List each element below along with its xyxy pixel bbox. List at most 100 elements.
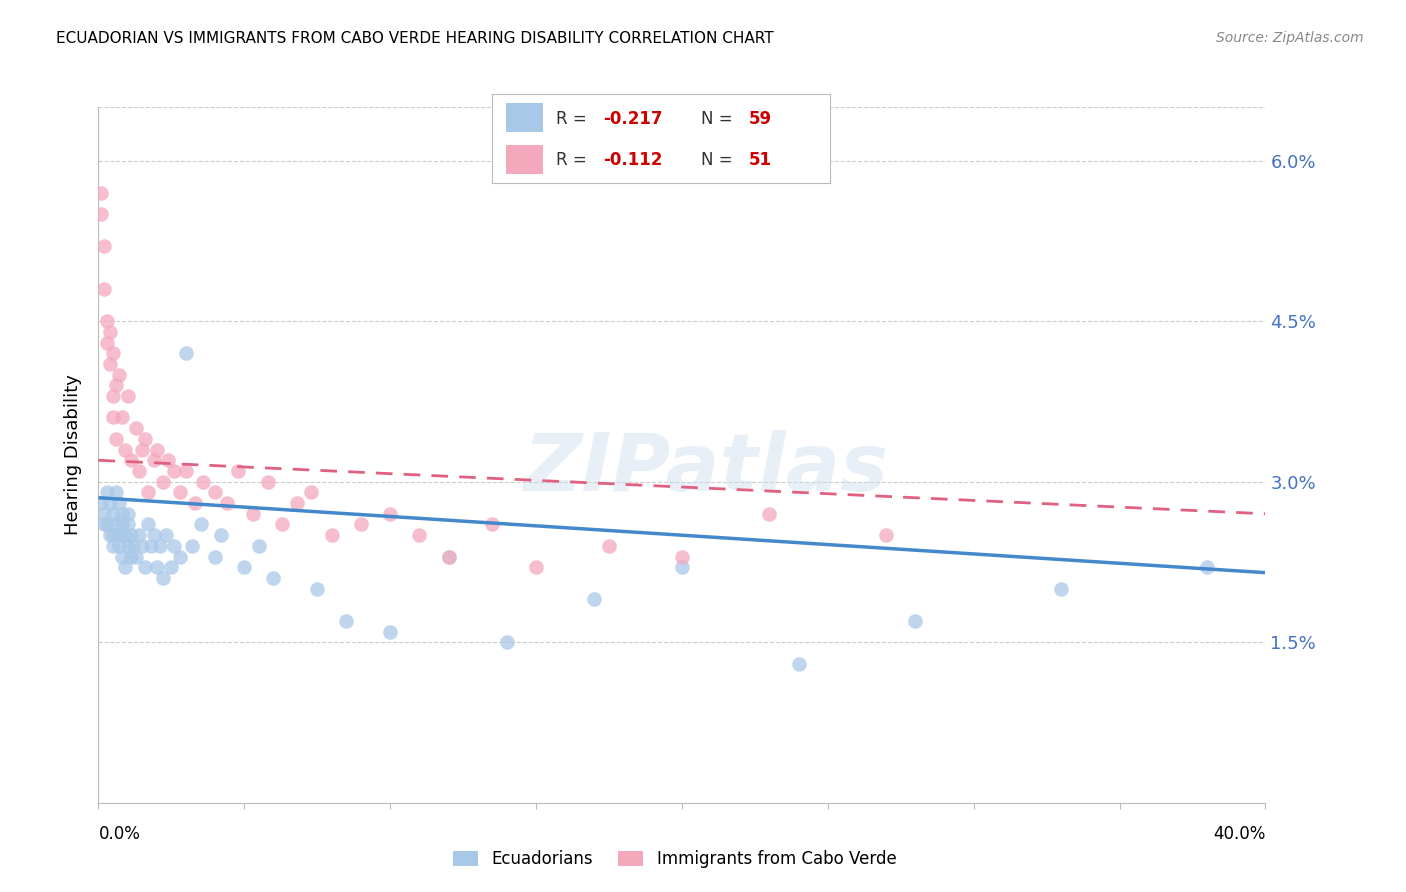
Point bbox=[285, 496, 308, 510]
Point bbox=[104, 432, 127, 446]
Point bbox=[183, 496, 205, 510]
Point bbox=[215, 496, 238, 510]
Point bbox=[146, 560, 169, 574]
Point bbox=[108, 539, 131, 553]
Point bbox=[136, 485, 159, 500]
Point bbox=[128, 528, 150, 542]
Point bbox=[111, 517, 134, 532]
Point bbox=[120, 549, 142, 564]
Point bbox=[1195, 560, 1218, 574]
Point bbox=[96, 335, 118, 350]
Point bbox=[90, 186, 112, 200]
Point bbox=[134, 432, 156, 446]
Point bbox=[101, 539, 124, 553]
Point bbox=[875, 528, 897, 542]
Point bbox=[108, 368, 131, 382]
Point bbox=[174, 346, 197, 360]
Point bbox=[190, 517, 212, 532]
Point bbox=[1050, 582, 1073, 596]
Text: R =: R = bbox=[557, 110, 592, 128]
Point bbox=[101, 346, 124, 360]
Text: -0.217: -0.217 bbox=[603, 110, 664, 128]
Point bbox=[180, 539, 202, 553]
Point bbox=[495, 635, 517, 649]
Point bbox=[481, 517, 503, 532]
Point bbox=[101, 507, 124, 521]
Point bbox=[671, 549, 693, 564]
Point bbox=[335, 614, 357, 628]
Point bbox=[157, 453, 180, 467]
Point bbox=[93, 507, 115, 521]
Point bbox=[262, 571, 284, 585]
Point bbox=[93, 239, 115, 253]
Point bbox=[96, 314, 118, 328]
Point bbox=[307, 582, 329, 596]
Point bbox=[598, 539, 620, 553]
Point bbox=[122, 539, 145, 553]
Text: -0.112: -0.112 bbox=[603, 151, 662, 169]
Point bbox=[152, 571, 174, 585]
Point bbox=[136, 517, 159, 532]
Text: N =: N = bbox=[702, 110, 738, 128]
Point bbox=[152, 475, 174, 489]
Point bbox=[163, 539, 186, 553]
Point bbox=[108, 496, 131, 510]
Y-axis label: Hearing Disability: Hearing Disability bbox=[65, 375, 83, 535]
Point bbox=[256, 475, 278, 489]
Point bbox=[247, 539, 270, 553]
Point bbox=[101, 528, 124, 542]
Point bbox=[378, 507, 402, 521]
Point bbox=[583, 592, 606, 607]
Text: N =: N = bbox=[702, 151, 738, 169]
Point bbox=[120, 453, 142, 467]
Point bbox=[93, 517, 115, 532]
Point bbox=[169, 549, 191, 564]
Text: R =: R = bbox=[557, 151, 592, 169]
Point bbox=[111, 410, 134, 425]
Point bbox=[90, 207, 112, 221]
Point bbox=[193, 475, 215, 489]
Point bbox=[117, 507, 139, 521]
Point bbox=[93, 282, 115, 296]
Text: 0.0%: 0.0% bbox=[98, 825, 141, 843]
Point bbox=[904, 614, 927, 628]
Point bbox=[321, 528, 343, 542]
Point bbox=[114, 528, 136, 542]
Point bbox=[128, 464, 150, 478]
Point bbox=[233, 560, 256, 574]
Point bbox=[117, 389, 139, 403]
Point bbox=[155, 528, 177, 542]
Point bbox=[125, 421, 148, 435]
Point bbox=[174, 464, 197, 478]
Point bbox=[163, 464, 186, 478]
Point bbox=[758, 507, 780, 521]
Point bbox=[160, 560, 183, 574]
Point bbox=[169, 485, 191, 500]
Point bbox=[101, 389, 124, 403]
Point bbox=[146, 442, 169, 457]
Point bbox=[96, 517, 118, 532]
Point bbox=[787, 657, 810, 671]
Point bbox=[114, 560, 136, 574]
Point bbox=[125, 549, 148, 564]
Point bbox=[98, 357, 121, 371]
Point bbox=[131, 539, 153, 553]
Point bbox=[104, 485, 127, 500]
Point bbox=[271, 517, 294, 532]
Point bbox=[242, 507, 264, 521]
Point bbox=[98, 528, 121, 542]
Text: ECUADORIAN VS IMMIGRANTS FROM CABO VERDE HEARING DISABILITY CORRELATION CHART: ECUADORIAN VS IMMIGRANTS FROM CABO VERDE… bbox=[56, 31, 773, 46]
Point bbox=[437, 549, 460, 564]
Legend: Ecuadorians, Immigrants from Cabo Verde: Ecuadorians, Immigrants from Cabo Verde bbox=[447, 844, 903, 875]
Point bbox=[139, 539, 162, 553]
Point bbox=[378, 624, 402, 639]
Bar bbox=[506, 103, 543, 132]
Point bbox=[149, 539, 172, 553]
Text: 59: 59 bbox=[748, 110, 772, 128]
Point bbox=[96, 485, 118, 500]
Bar bbox=[506, 145, 543, 174]
Point bbox=[101, 410, 124, 425]
Point bbox=[108, 528, 131, 542]
Point bbox=[98, 325, 121, 339]
Point bbox=[111, 549, 134, 564]
